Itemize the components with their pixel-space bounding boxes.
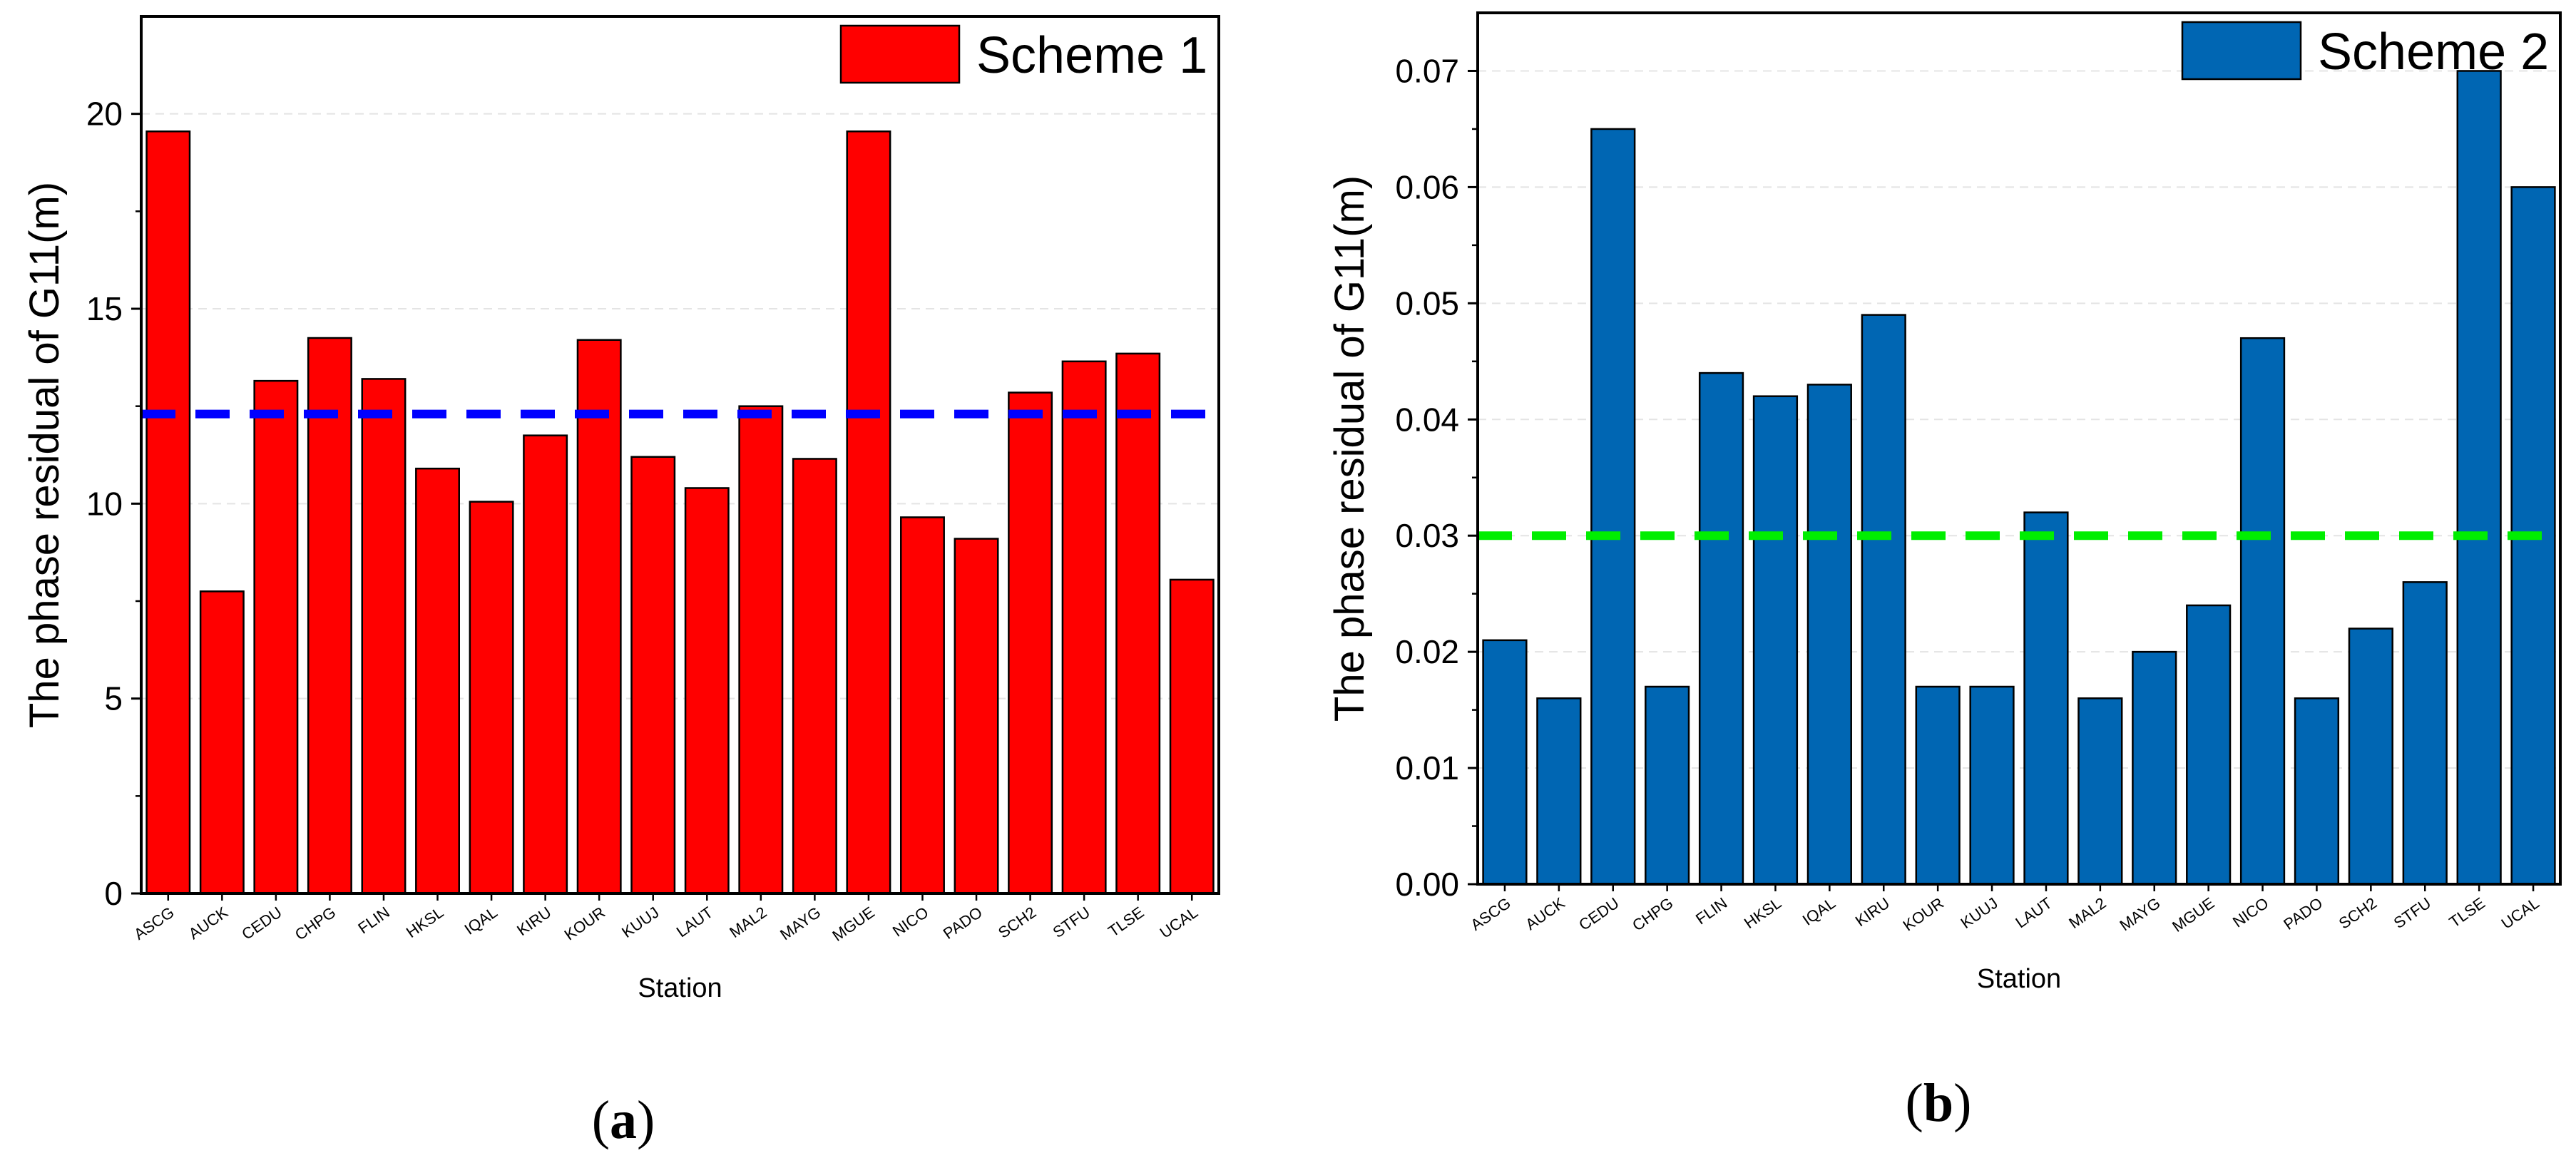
bar-chpg [1645, 685, 1690, 886]
y-tick-label: 0.03 [1395, 517, 1459, 554]
bar-pado [2294, 697, 2340, 886]
y-tick-label: 0.02 [1395, 633, 1459, 670]
x-axis-label: Station [1977, 964, 2061, 994]
y-tick-label: 0.06 [1395, 168, 1459, 205]
bar-iqal [469, 501, 514, 895]
bar-ascg [145, 130, 191, 895]
bar-stfu [2402, 581, 2448, 886]
legend-label: Scheme 2 [2318, 24, 2549, 81]
bar-sch2 [2348, 627, 2393, 886]
y-tick-label: 0.07 [1395, 52, 1459, 89]
y-tick-label: 0.01 [1395, 749, 1459, 786]
bar-mal2 [2077, 697, 2123, 886]
legend-swatch [839, 24, 961, 84]
bar-cedu [253, 379, 299, 895]
bar-mal2 [738, 405, 784, 895]
y-axis-label: The phase residual of G11(m) [1327, 175, 1373, 722]
y-axis-ticks: 0 5 10 15 20 [86, 96, 141, 912]
bar-auck [1536, 697, 1582, 886]
bar-hksl [415, 467, 460, 895]
panel-caption: (a) [592, 1090, 655, 1150]
bar-kour [576, 339, 622, 895]
bar-hksl [1752, 395, 1799, 886]
bar-mgue [846, 130, 891, 895]
bar-mayg [2132, 650, 2177, 886]
bar-chpg [307, 337, 352, 895]
panel-caption-letter: a [610, 1090, 637, 1150]
bar-laut [2023, 511, 2069, 886]
bar-flin [361, 378, 407, 895]
panel-caption-letter: b [1923, 1073, 1953, 1133]
bar-flin [1698, 372, 1744, 886]
bar-ucal [1169, 578, 1215, 895]
bar-kiru [523, 434, 568, 895]
bar-iqal [1806, 384, 1852, 886]
x-axis-label: Station [638, 973, 722, 1003]
bar-mayg [792, 458, 837, 895]
bar-tlse [1115, 352, 1161, 895]
bar-tlse [2456, 70, 2502, 886]
bar-kuuj [630, 456, 676, 895]
plot-frame [140, 15, 1220, 895]
y-axis-label: The phase residual of G11(m) [21, 182, 68, 728]
y-tick-label: 5 [104, 680, 123, 717]
bar-cedu [1590, 128, 1636, 886]
bar-kour [1915, 685, 1961, 886]
bar-kuuj [1969, 685, 2015, 886]
y-tick-label: 0.05 [1395, 285, 1459, 322]
y-tick-label: 0.00 [1395, 866, 1459, 903]
bar-pado [954, 538, 999, 895]
bar-ascg [1482, 639, 1528, 886]
panel-caption: (b) [1906, 1073, 1972, 1133]
plot-frame [1476, 11, 2562, 886]
bar-nico [900, 516, 945, 895]
bar-mgue [2186, 604, 2232, 886]
y-axis-ticks: 0.00 0.01 0.02 0.03 0.04 0.05 0.06 0.07 [1395, 52, 1478, 903]
bar-kiru [1861, 314, 1906, 886]
legend: Scheme 2 [2181, 21, 2549, 81]
y-tick-label: 15 [86, 290, 123, 327]
y-tick-label: 0.04 [1395, 401, 1459, 438]
bar-sch2 [1008, 391, 1053, 895]
bar-auck [199, 590, 245, 895]
legend-swatch [2181, 21, 2302, 81]
bars [145, 130, 1215, 895]
bar-stfu [1061, 360, 1107, 895]
legend-label: Scheme 1 [976, 27, 1207, 84]
y-tick-label: 20 [86, 96, 123, 133]
y-tick-label: 10 [86, 485, 123, 522]
bar-nico [2239, 337, 2286, 886]
y-tick-label: 0 [104, 875, 123, 912]
bar-laut [684, 487, 730, 895]
legend: Scheme 1 [839, 24, 1207, 84]
